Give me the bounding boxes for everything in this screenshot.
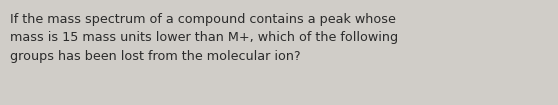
Text: If the mass spectrum of a compound contains a peak whose
mass is 15 mass units l: If the mass spectrum of a compound conta… — [10, 13, 398, 63]
